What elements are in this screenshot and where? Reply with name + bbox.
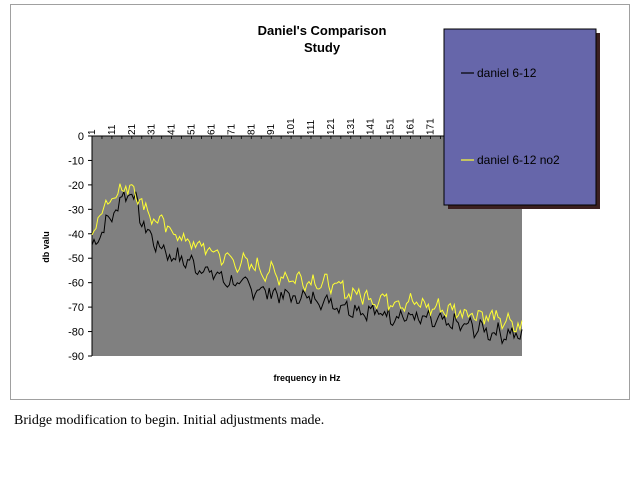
chart-title-line-2: Study [304, 40, 341, 55]
y-tick-label: -90 [68, 351, 84, 363]
x-tick-label: 1 [87, 129, 98, 135]
y-tick-label: -50 [68, 253, 84, 265]
legend-label-2: daniel 6-12 no2 [477, 153, 560, 167]
series-line-2 [91, 183, 523, 333]
x-tick-label: 91 [266, 123, 277, 135]
chart-title-line-1: Daniel's Comparison [258, 23, 387, 38]
caption: Bridge modification to begin. Initial ad… [14, 413, 325, 428]
x-tick-label: 161 [406, 118, 417, 135]
x-tick-label: 71 [226, 123, 237, 135]
x-tick-label: 51 [187, 123, 198, 135]
y-tick-label: -60 [68, 278, 84, 290]
legend: daniel 6-12 daniel 6-12 no2 [443, 28, 600, 209]
y-axis-label: db valu [41, 231, 51, 263]
x-tick-label: 111 [306, 119, 317, 135]
y-tick-label: -30 [68, 204, 84, 216]
x-tick-label: 131 [346, 118, 357, 135]
x-tick-label: 171 [425, 118, 436, 135]
x-tick-label: 121 [326, 118, 337, 135]
y-tick-label: 0 [78, 131, 84, 143]
legend-label-1: daniel 6-12 [477, 66, 537, 80]
y-tick-label: -20 [68, 180, 84, 192]
x-tick-label: 11 [107, 124, 118, 135]
x-tick-label: 151 [386, 118, 397, 135]
x-tick-label: 81 [246, 123, 257, 135]
legend-box [443, 28, 597, 206]
x-tick-label: 101 [286, 118, 297, 135]
x-tick-label: 61 [206, 123, 217, 135]
y-tick-label: -40 [68, 229, 84, 241]
x-tick-label: 141 [366, 118, 377, 135]
y-tick-label: -70 [68, 302, 84, 314]
series-line-1 [91, 189, 523, 346]
x-tick-label: 41 [167, 123, 178, 135]
y-tick-label: -80 [68, 327, 84, 339]
x-axis-label: frequency in Hz [273, 373, 341, 383]
x-tick-label: 21 [127, 123, 138, 135]
series-layer [91, 183, 523, 346]
y-axis: 0 -10 -20 -30 -40 -50 -60 -70 -80 -90 [68, 131, 93, 363]
y-tick-label: -10 [68, 155, 84, 167]
x-tick-label: 31 [147, 123, 158, 135]
